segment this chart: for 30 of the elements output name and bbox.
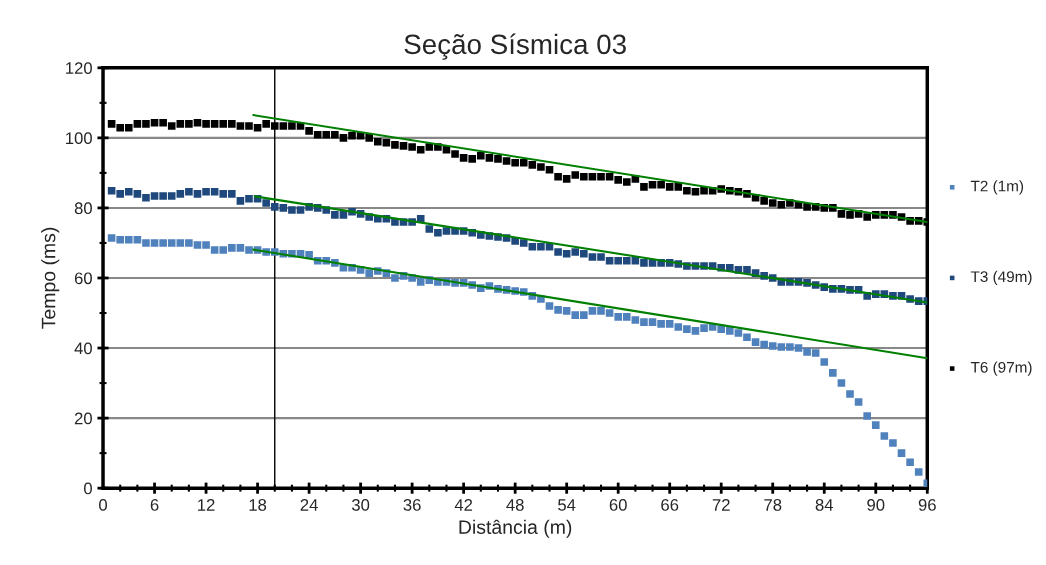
x-tick-label: 36 — [403, 499, 421, 511]
x-tick-label: 84 — [815, 499, 834, 511]
x-tick-label: 54 — [558, 499, 576, 511]
x-tick-label: 6 — [150, 499, 159, 511]
x-tick-label: 78 — [764, 499, 782, 511]
y-axis-title: Tempo (ms) — [41, 227, 60, 329]
x-tick-label: 60 — [609, 499, 627, 511]
y-tick-label: 80 — [74, 202, 92, 215]
y-tick-label: 40 — [74, 342, 92, 355]
legend-label: T3 (49m) — [970, 270, 1032, 286]
x-tick-label: 48 — [506, 499, 524, 511]
x-axis-title: Distância (m) — [459, 519, 572, 538]
chart-title: Seção Sísmica 03 — [404, 33, 626, 60]
x-tick-label: 96 — [918, 499, 936, 511]
y-tick-label: 60 — [74, 272, 92, 285]
x-tick-label: 18 — [249, 499, 267, 511]
x-tick-label: 0 — [99, 499, 108, 511]
x-tick-label: 90 — [867, 499, 885, 511]
y-tick-label: 20 — [74, 412, 92, 425]
y-tick-label: 0 — [84, 482, 92, 495]
x-tick-label: 30 — [351, 499, 370, 511]
y-tick-label: 120 — [66, 62, 92, 74]
x-tick-label: 42 — [454, 499, 473, 511]
legend-label: T2 (1m) — [970, 180, 1024, 195]
x-tick-label: 72 — [712, 499, 730, 511]
x-tick-label: 66 — [661, 499, 679, 511]
legend-label: T6 (97m) — [970, 361, 1032, 376]
x-tick-label: 24 — [300, 499, 318, 511]
y-tick-label: 100 — [66, 132, 92, 145]
x-tick-label: 12 — [198, 499, 215, 511]
